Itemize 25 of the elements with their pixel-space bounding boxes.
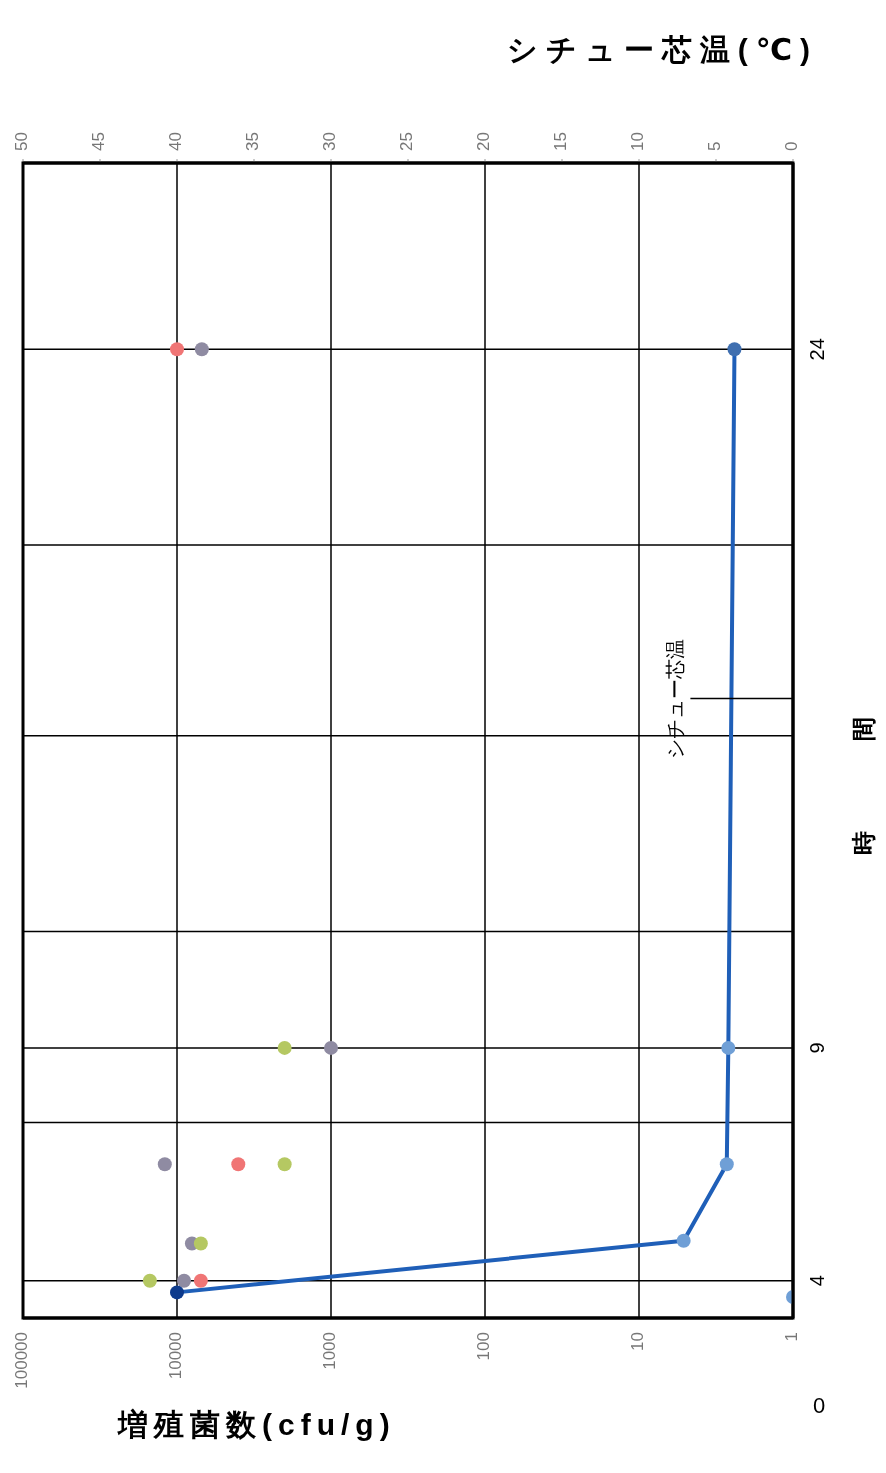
x2-tick-label: 5 xyxy=(705,141,725,151)
x2-tick-label: 40 xyxy=(166,132,186,151)
x2-tick-label: 15 xyxy=(551,132,571,151)
text: 0 xyxy=(813,1393,826,1419)
y-tick-label: 9 xyxy=(806,1042,829,1054)
x-tick-label: 10000 xyxy=(166,1332,186,1380)
x2-tick-label: 30 xyxy=(320,132,340,151)
x-tick-label: 1 xyxy=(782,1332,802,1342)
x2-tick-label: 25 xyxy=(397,132,417,151)
x2-tick-label: 50 xyxy=(12,132,32,151)
y-tick-label: 4 xyxy=(806,1275,829,1287)
x2-tick-label: 20 xyxy=(474,132,494,151)
y-axis-title: 時間 xyxy=(850,626,878,855)
x2-tick-label: 35 xyxy=(243,132,263,151)
x-axis-title: 増殖菌数(cfu/g) xyxy=(118,1407,396,1443)
x2-tick-label: 45 xyxy=(89,132,109,151)
x-tick-label: 100000 xyxy=(12,1332,32,1389)
text: シチュー芯温 xyxy=(663,638,686,759)
x2-tick-label: 0 xyxy=(782,141,802,151)
x2-axis-title: シチュー芯温(℃) xyxy=(506,32,818,68)
x-tick-label: 1000 xyxy=(320,1332,340,1370)
x2-tick-label: 10 xyxy=(628,132,648,151)
x-tick-label: 10 xyxy=(628,1332,648,1351)
x-tick-label: 100 xyxy=(474,1332,494,1361)
y-tick-label: 24 xyxy=(806,338,829,361)
